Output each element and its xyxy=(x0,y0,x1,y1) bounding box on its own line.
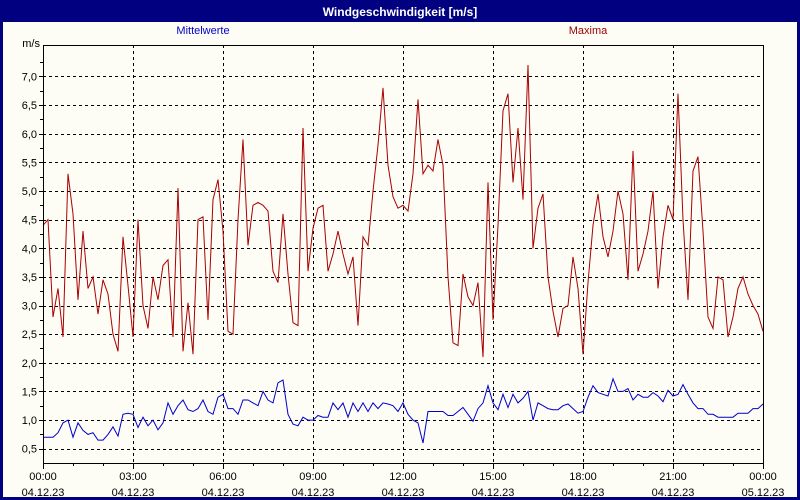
y-tick-label: 3,0 xyxy=(22,301,37,313)
y-tick-label: 4,5 xyxy=(22,215,37,227)
y-tick-label: 4,0 xyxy=(22,243,37,255)
x-tick-date-label: 05.12.23 xyxy=(742,487,785,499)
y-tick-label: 3,5 xyxy=(22,272,37,284)
x-tick-date-label: 04.12.23 xyxy=(472,487,515,499)
y-tick-label: 1,5 xyxy=(22,386,37,398)
y-tick-label: 6,0 xyxy=(22,129,37,141)
legend-label-maxima: Maxima xyxy=(568,25,608,37)
x-tick-time-label: 00:00 xyxy=(749,471,777,483)
x-tick-time-label: 09:00 xyxy=(299,471,327,483)
plot-border xyxy=(43,45,764,464)
x-tick-time-label: 15:00 xyxy=(479,471,507,483)
y-tick-label: 7,0 xyxy=(22,71,37,83)
x-tick-time-label: 06:00 xyxy=(209,471,237,483)
x-tick-date-label: 04.12.23 xyxy=(112,487,155,499)
y-tick-label: 6,5 xyxy=(22,100,37,112)
window-title: Windgeschwindigkeit [m/s] xyxy=(322,5,478,19)
series-line-maxima xyxy=(42,64,764,358)
x-tick-time-label: 21:00 xyxy=(659,471,687,483)
x-tick-date-label: 04.12.23 xyxy=(562,487,605,499)
x-tick-time-label: 03:00 xyxy=(119,471,147,483)
title-bar: Windgeschwindigkeit [m/s] xyxy=(3,3,797,22)
wind-speed-chart: 0,5 1,0 1,5 2,0 2,5 3,0 3,5 4,0 4,5 5,0 5,5 6,0 6,5 7… xyxy=(22,45,785,499)
y-tick-label: 2,0 xyxy=(22,358,37,370)
series-line-mittelwerte xyxy=(43,377,764,444)
x-tick-date-label: 04.12.23 xyxy=(22,487,65,499)
y-tick-label: 1,0 xyxy=(22,415,37,427)
x-tick-time-label: 12:00 xyxy=(389,471,417,483)
x-tick-date-label: 04.12.23 xyxy=(382,487,425,499)
x-tick-time-label: 00:00 xyxy=(29,471,57,483)
y-tick-label: 5,0 xyxy=(22,186,37,198)
x-tick-date-label: 04.12.23 xyxy=(652,487,695,499)
x-tick-date-label: 04.12.23 xyxy=(292,487,335,499)
y-tick-label: 2,5 xyxy=(22,329,37,341)
y-tick-label: 5,5 xyxy=(22,157,37,169)
y-tick-label: 0,5 xyxy=(22,444,37,456)
x-tick-date-label: 04.12.23 xyxy=(202,487,245,499)
y-axis-unit-label: m/s xyxy=(22,38,40,50)
x-tick-time-label: 18:00 xyxy=(569,471,597,483)
legend-label-mittelwerte: Mittelwerte xyxy=(176,25,230,37)
